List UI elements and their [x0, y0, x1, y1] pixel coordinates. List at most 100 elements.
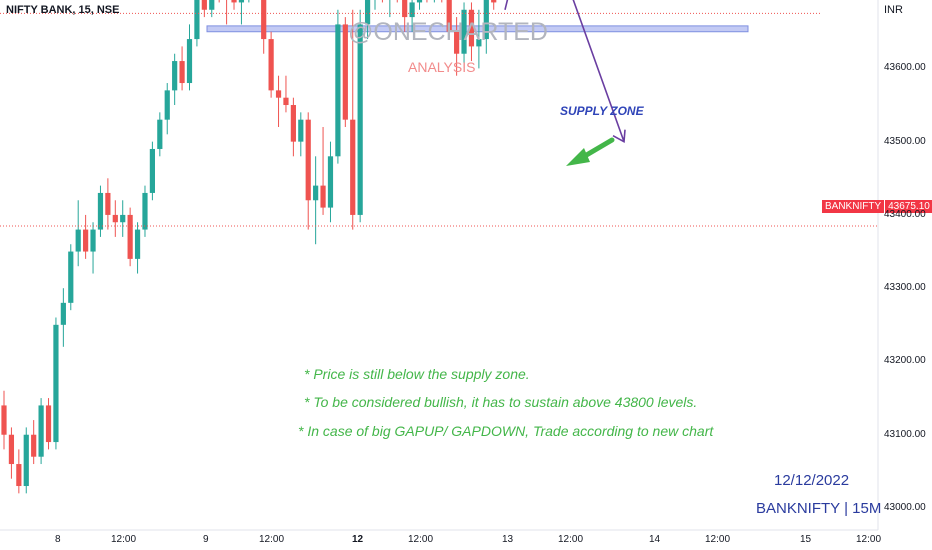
- candle: [298, 112, 304, 157]
- y-tick-label: 43600.00: [884, 62, 926, 74]
- candle-body: [350, 119, 356, 215]
- candle: [142, 185, 148, 237]
- candle-body: [105, 192, 111, 215]
- candle: [389, 0, 391, 18]
- candle: [16, 449, 22, 494]
- candle-body: [83, 229, 89, 252]
- candle: [476, 9, 482, 69]
- candle-body: [283, 97, 289, 106]
- candle-body: [127, 214, 133, 259]
- x-tick-label: 12:00: [111, 534, 137, 545]
- y-tick-label: 43100.00: [884, 428, 926, 440]
- candle-body: [142, 192, 148, 230]
- candle-body: [45, 405, 52, 443]
- x-tick-label: 13: [502, 534, 514, 545]
- candle-body: [134, 229, 141, 259]
- candle: [23, 427, 29, 494]
- candle-body: [298, 119, 304, 142]
- candle: [441, 0, 443, 3]
- candle-body: [68, 251, 74, 303]
- chart-date: 12/12/2022: [774, 472, 850, 489]
- candle: [172, 53, 178, 106]
- candle: [164, 83, 170, 135]
- candle: [179, 46, 185, 91]
- candle-body: [416, 0, 423, 3]
- y-tick-label: 43300.00: [884, 282, 926, 294]
- candle-body: [320, 185, 326, 208]
- candle-body: [149, 148, 155, 193]
- candle-body: [164, 90, 170, 120]
- candle-body: [97, 192, 104, 230]
- y-tick-label: 43500.00: [884, 135, 926, 147]
- candle: [402, 0, 408, 32]
- candle: [290, 97, 296, 157]
- candle-body: [209, 0, 215, 10]
- candle-body: [342, 24, 348, 120]
- pointer-arrow-head: [566, 148, 590, 166]
- candle-body: [16, 464, 22, 487]
- candle-body: [194, 0, 200, 40]
- candle: [426, 0, 428, 3]
- note-1: * Price is still below the supply zone.: [304, 366, 530, 382]
- currency-label: INR: [884, 4, 903, 16]
- support-zone: [206, 25, 749, 33]
- candle-body: [335, 24, 341, 157]
- candle: [186, 24, 193, 91]
- candle: [1, 390, 7, 450]
- note-2: * To be considered bullish, it has to su…: [304, 394, 698, 410]
- x-tick-label: 12:00: [259, 534, 285, 545]
- x-tick-label: 12:00: [408, 534, 434, 545]
- candle: [134, 222, 141, 274]
- candle-body: [409, 2, 415, 18]
- candle: [226, 0, 228, 25]
- supply-zone-label: SUPPLY ZONE: [560, 104, 644, 118]
- y-tick-label: 43200.00: [884, 355, 926, 367]
- candle-body: [461, 9, 467, 54]
- candle-body: [179, 61, 185, 84]
- candle: [127, 207, 133, 267]
- symbol-title: NIFTY BANK, 15, NSE: [6, 4, 120, 16]
- candle: [374, 0, 376, 10]
- candle-body: [112, 214, 118, 223]
- candle: [396, 0, 398, 3]
- candle: [53, 317, 59, 450]
- candle-body: [483, 0, 489, 40]
- candle-body: [468, 9, 475, 47]
- x-tick-label: 12:00: [856, 534, 882, 545]
- y-tick-label: 43400.00: [884, 208, 926, 220]
- candle-body: [290, 105, 296, 142]
- candle: [409, 0, 415, 32]
- candle: [31, 420, 37, 465]
- candle-body: [305, 119, 311, 201]
- y-tick-label: 43000.00: [884, 502, 926, 513]
- x-tick-label: 14: [649, 534, 661, 545]
- candle-body: [261, 0, 267, 40]
- candle-body: [275, 90, 282, 98]
- candle: [112, 200, 118, 237]
- candle: [201, 0, 207, 18]
- candle: [313, 156, 319, 245]
- candle: [90, 222, 96, 274]
- candle-body: [238, 0, 245, 3]
- candle: [283, 75, 289, 113]
- candle: [68, 244, 74, 311]
- candle: [97, 185, 104, 237]
- candle-body: [454, 31, 460, 54]
- candle: [275, 75, 282, 127]
- candle-body: [231, 0, 237, 3]
- candle: [60, 288, 66, 347]
- candle: [83, 214, 89, 259]
- candle-body: [157, 119, 163, 149]
- candle: [194, 0, 200, 47]
- candle: [381, 0, 383, 3]
- candle: [327, 141, 334, 223]
- candle: [350, 9, 356, 230]
- candle: [454, 17, 460, 76]
- analysis-subtitle: ANALYSIS: [408, 59, 476, 75]
- x-tick-label: 9: [203, 534, 209, 545]
- candle: [149, 141, 155, 201]
- candle-body: [31, 434, 37, 457]
- price-tag-value: 43675.10: [884, 200, 932, 213]
- candle: [320, 126, 326, 215]
